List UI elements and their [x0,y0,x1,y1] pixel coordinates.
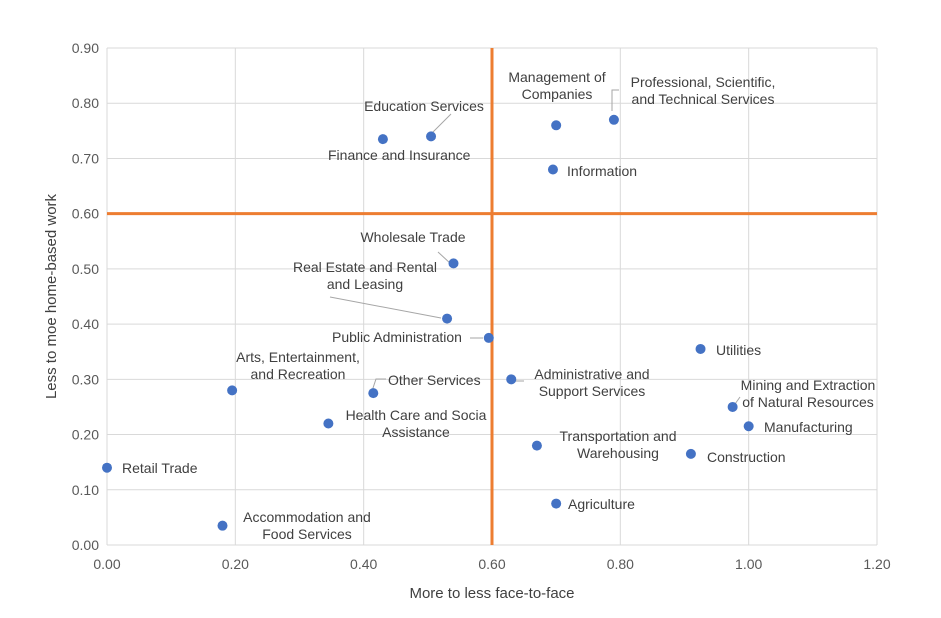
data-point [608,114,619,125]
data-point [368,388,379,399]
data-point [102,462,112,473]
label-leader-line [371,378,386,392]
label-leader-line [611,89,619,111]
y-axis-title: Less to moe home-based work [43,193,60,399]
y-tick-label: 0.30 [72,371,99,387]
point-label: Education Services [364,98,484,114]
point-label: Real Estate and Rental [293,259,437,275]
point-label: Professional, Scientific, [631,74,776,90]
point-label: Construction [707,449,786,465]
data-point [695,343,706,354]
point-label: Management of [508,69,605,85]
point-label: Agriculture [568,496,635,512]
y-tick-label: 0.40 [72,316,99,332]
data-point [551,120,562,131]
data-point [506,374,517,385]
data-point [531,440,542,451]
data-point [227,385,238,396]
y-tick-label: 0.80 [72,95,99,111]
label-leader-line [734,396,741,405]
data-point [547,164,558,175]
x-tick-label: 0.80 [607,556,634,572]
y-tick-label: 0.90 [72,40,99,56]
point-label: Health Care and Socia [346,407,487,423]
point-label: Warehousing [577,445,659,461]
x-tick-label: 0.60 [478,556,505,572]
point-label: Finance and Insurance [328,147,471,163]
data-point [217,520,228,531]
point-label: and Recreation [251,366,346,382]
point-label: Manufacturing [764,419,853,435]
data-point [483,332,494,343]
label-leader-lines [329,89,741,405]
point-label: Arts, Entertainment, [236,349,360,365]
data-points [102,114,754,531]
x-tick-label: 0.00 [93,556,120,572]
data-point [551,498,562,509]
point-label: and Technical Services [632,91,775,107]
point-label: Support Services [539,383,646,399]
point-label: Food Services [262,526,351,542]
x-tick-label: 0.40 [350,556,377,572]
x-tick-label: 1.00 [735,556,762,572]
x-tick-label: 0.20 [222,556,249,572]
point-label: Retail Trade [122,460,198,476]
y-tick-label: 0.10 [72,482,99,498]
data-point [426,131,437,142]
reference-lines [107,48,877,545]
point-label: of Natural Resources [742,394,874,410]
data-point [442,313,453,324]
data-point [323,418,334,429]
point-label: Other Services [388,372,481,388]
y-tick-label: 0.70 [72,150,99,166]
point-label: Administrative and [534,366,649,382]
x-tick-label: 1.20 [863,556,890,572]
data-point [377,134,388,145]
point-label: Utilities [716,342,761,358]
y-tick-label: 0.50 [72,261,99,277]
point-label: Information [567,163,637,179]
label-leader-line [329,296,442,319]
point-label: Assistance [382,424,450,440]
label-leader-line [430,113,452,135]
point-label: Accommodation and [243,509,371,525]
point-label: Transportation and [560,428,677,444]
point-label: Companies [522,86,593,102]
data-point [743,421,754,432]
y-tick-label: 0.20 [72,427,99,443]
point-label: Wholesale Trade [360,229,465,245]
x-axis-title: More to less face-to-face [409,585,574,602]
point-label: Mining and Extraction [741,377,876,393]
data-point [727,401,738,412]
y-tick-label: 0.00 [72,537,99,553]
point-label: and Leasing [327,276,403,292]
data-point [685,448,696,459]
y-tick-label: 0.60 [72,206,99,222]
axes: 0.00 0.10 0.20 0.30 0.40 0.50 0.60 0.70 0.80 0.90… [72,40,891,572]
data-point [448,258,459,269]
point-label: Public Administration [332,329,462,345]
